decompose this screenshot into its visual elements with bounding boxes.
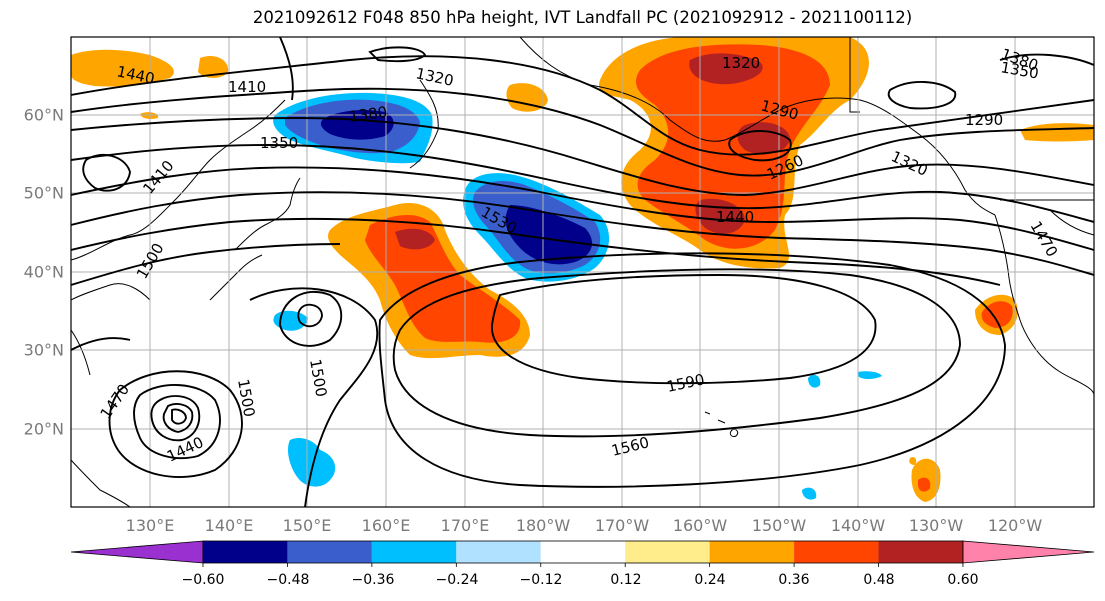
contour-line bbox=[279, 290, 343, 347]
lon-label-180w: 180°W bbox=[515, 516, 571, 535]
lon-label-120w: 120°W bbox=[987, 516, 1043, 535]
contour-line bbox=[71, 191, 1094, 276]
lon-label-130e: 130°E bbox=[125, 516, 175, 535]
contour-line bbox=[71, 166, 1094, 251]
contour-line bbox=[133, 384, 221, 460]
ivt-positive-region-subtropics-core bbox=[918, 477, 931, 492]
coastlines bbox=[71, 37, 1094, 507]
colorbar-tick: 0.48 bbox=[863, 572, 895, 588]
colorbar-frame bbox=[202, 540, 964, 564]
ivt-negative-region-south2 bbox=[287, 438, 336, 487]
contour-line bbox=[82, 153, 131, 192]
contour-line bbox=[71, 144, 1094, 223]
contour-line bbox=[491, 274, 877, 385]
colorbar-segment bbox=[625, 541, 710, 563]
lat-label-60n: 60°N bbox=[23, 105, 64, 125]
colorbar-tick: −0.48 bbox=[266, 572, 310, 588]
coastline-japan bbox=[209, 177, 301, 301]
coastline-kamchatka bbox=[409, 79, 439, 169]
colorbar-extend-max bbox=[962, 540, 1095, 564]
contour-line bbox=[887, 80, 956, 110]
lon-label-160e: 160°E bbox=[361, 516, 411, 535]
colorbar-segment bbox=[540, 541, 626, 563]
lon-label-170e: 170°E bbox=[440, 516, 490, 535]
lon-label-160w: 160°W bbox=[672, 516, 728, 535]
lon-label-150e: 150°E bbox=[282, 516, 332, 535]
contour-line bbox=[71, 55, 1094, 156]
contour-line bbox=[999, 53, 1094, 66]
ivt-positive-region-nw-corner bbox=[71, 49, 548, 119]
contour-line bbox=[279, 37, 294, 101]
ivt-positive-region-california-core bbox=[981, 301, 1013, 328]
coastline-north-america bbox=[994, 209, 1094, 396]
lat-label-20n: 20°N bbox=[23, 419, 64, 439]
contour-line bbox=[392, 268, 961, 438]
contour-line bbox=[108, 370, 243, 478]
colorbar-segment bbox=[371, 541, 457, 563]
contour-line bbox=[368, 46, 427, 63]
contour-label: 1410 bbox=[228, 78, 266, 96]
figure-title: 2021092612 F048 850 hPa height, IVT Land… bbox=[252, 8, 913, 27]
contour-label: 1350 bbox=[260, 134, 298, 152]
height-contours bbox=[71, 37, 1094, 507]
ivt-negative-region-south3 bbox=[802, 371, 882, 500]
colorbar-segment bbox=[203, 541, 288, 563]
ivt-positive-region-nw-pacific-peak bbox=[395, 228, 435, 250]
ivt-negative-region-okhotsk-core bbox=[320, 110, 394, 140]
contour-label: 1380 bbox=[348, 103, 388, 126]
border-alaska-canada bbox=[849, 37, 860, 113]
lat-label-50n: 50°N bbox=[23, 183, 64, 203]
contour-line bbox=[162, 403, 194, 433]
coastline-asia bbox=[71, 99, 286, 507]
ivt-positive-region-alaska-peak bbox=[689, 53, 790, 234]
contour-line bbox=[728, 130, 792, 162]
contour-label: 1290 bbox=[965, 111, 1003, 129]
contour-line bbox=[249, 287, 379, 507]
colorbar-tick: 0.24 bbox=[694, 572, 726, 588]
contour-line bbox=[71, 337, 131, 351]
contour-line bbox=[150, 395, 201, 442]
contour-line bbox=[378, 252, 1006, 488]
colorbar-tick: −0.60 bbox=[181, 572, 225, 588]
colorbar-segment bbox=[287, 541, 372, 563]
lat-label-30n: 30°N bbox=[23, 340, 64, 360]
lat-label-40n: 40°N bbox=[23, 262, 64, 282]
map-frame bbox=[70, 36, 1095, 508]
contour-line bbox=[71, 117, 1094, 196]
coastline-alaska bbox=[519, 37, 996, 216]
contour-line bbox=[71, 217, 1001, 286]
colorbar-tick: 0.36 bbox=[778, 572, 810, 588]
lon-label-140w: 140°W bbox=[830, 516, 886, 535]
colorbar-segment bbox=[794, 541, 879, 563]
contour-line bbox=[71, 87, 1094, 177]
colorbar-segment bbox=[878, 541, 963, 563]
colorbar-tick: −0.12 bbox=[519, 572, 563, 588]
colorbar-tick: −0.36 bbox=[351, 572, 395, 588]
contour-line bbox=[71, 243, 341, 286]
colorbar-segment bbox=[456, 541, 541, 563]
contour-label: 1440 bbox=[716, 208, 754, 226]
colorbar-tick: 0.60 bbox=[947, 572, 979, 588]
colorbar-tick: −0.24 bbox=[435, 572, 479, 588]
gridlines bbox=[71, 37, 1094, 507]
colorbar-tick: 0.12 bbox=[610, 572, 642, 588]
lon-label-150w: 150°W bbox=[751, 516, 807, 535]
lon-label-170w: 170°W bbox=[594, 516, 650, 535]
contour-label: 1320 bbox=[722, 54, 760, 72]
coastline-hawaii bbox=[704, 411, 739, 437]
lon-label-130w: 130°W bbox=[908, 516, 964, 535]
lon-label-140e: 140°E bbox=[204, 516, 254, 535]
ivt-negative-region-aleutian-core bbox=[505, 205, 593, 265]
ivt-positive-region-alaska-core bbox=[635, 44, 830, 249]
colorbar-extend-min bbox=[70, 540, 204, 564]
colorbar-segment bbox=[709, 541, 795, 563]
